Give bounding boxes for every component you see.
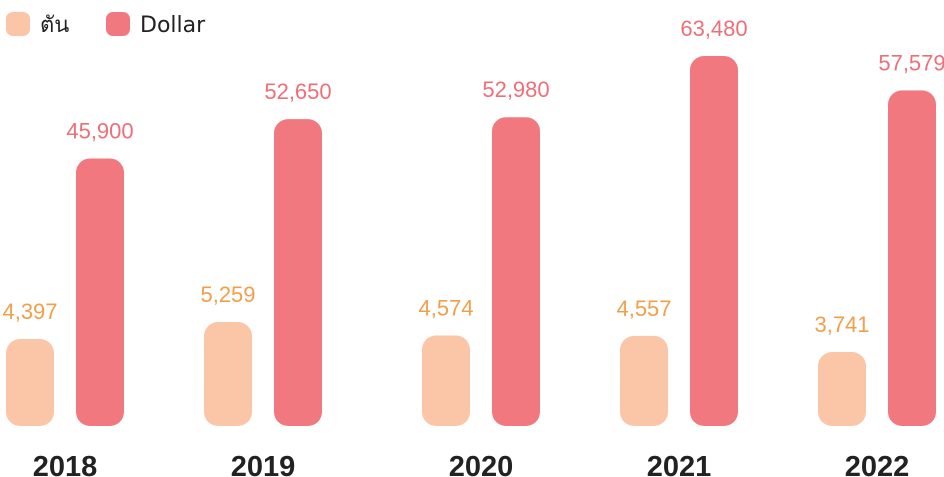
bar-tons-2021: [620, 335, 668, 426]
value-label-tons-2022: 3,741: [814, 312, 869, 337]
bar-dollar-2019: [274, 119, 322, 427]
x-axis-labels: 2018 2019 2020 2021 2022: [33, 451, 910, 477]
bar-dollar-2021: [690, 56, 738, 426]
value-label-tons-2020: 4,574: [418, 296, 473, 321]
bar-dollar-2018: [76, 158, 124, 426]
legend-swatch-tons: [6, 12, 30, 36]
value-label-dollar-2021: 63,480: [680, 16, 747, 41]
x-tick-label-2018: 2018: [33, 451, 98, 477]
bar-tons-2019: [204, 322, 252, 426]
value-label-dollar-2019: 52,650: [264, 79, 331, 104]
value-label-tons-2018: 4,397: [2, 299, 57, 324]
value-label-dollar-2020: 52,980: [482, 77, 549, 102]
value-label-dollar-2022: 57,579: [878, 50, 944, 75]
bar-tons-2022: [818, 352, 866, 426]
bar-dollar-2020: [492, 117, 540, 426]
x-tick-label-2019: 2019: [231, 451, 296, 477]
bar-dollar-2022: [888, 90, 936, 426]
value-label-dollar-2018: 45,900: [66, 118, 133, 143]
x-tick-label-2020: 2020: [449, 451, 514, 477]
value-labels-group: 4,397 45,900 5,259 52,650 4,574 52,980 4,557 63…: [2, 16, 944, 337]
bars-group: [6, 56, 936, 427]
bar-tons-2020: [422, 335, 470, 426]
value-label-tons-2019: 5,259: [200, 282, 255, 307]
x-tick-label-2021: 2021: [647, 451, 712, 477]
legend-label-dollar: Dollar: [140, 13, 206, 38]
legend: ตัน Dollar: [6, 12, 206, 38]
x-tick-label-2022: 2022: [845, 451, 910, 477]
bar-tons-2018: [6, 339, 54, 426]
legend-swatch-dollar: [106, 12, 130, 36]
value-label-tons-2021: 4,557: [616, 296, 671, 321]
legend-label-tons: ตัน: [40, 13, 69, 38]
